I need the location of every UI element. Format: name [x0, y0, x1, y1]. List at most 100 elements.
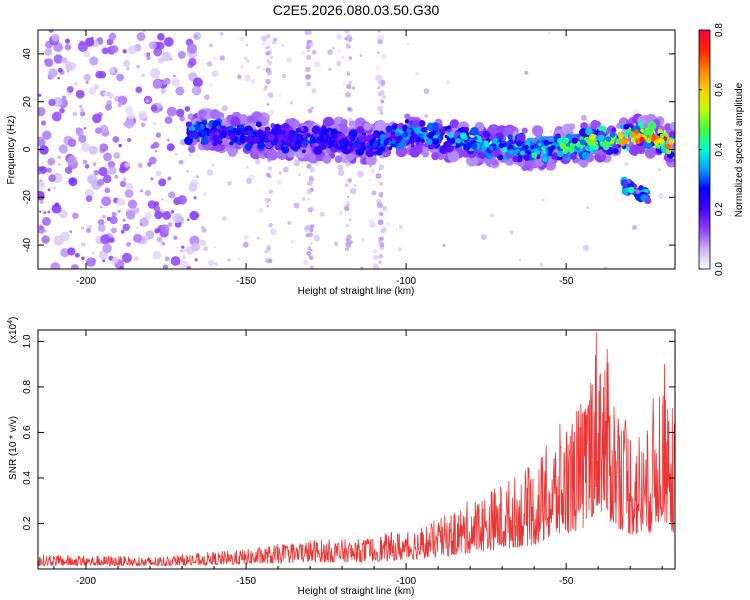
noise-speck [124, 118, 135, 129]
secondary-blob [638, 185, 644, 191]
streak-speck [377, 105, 384, 112]
band-blob [543, 145, 547, 149]
noise-speck [194, 34, 198, 39]
noise-speck [102, 47, 109, 55]
noise-speck [67, 155, 77, 166]
noise-speck [239, 36, 245, 42]
band-blob [365, 154, 377, 166]
noise-speck [59, 107, 65, 114]
streak-speck [344, 206, 350, 212]
band-blob [317, 135, 325, 143]
noise-speck [303, 259, 309, 266]
streak-speck [267, 69, 272, 75]
noise-speck [136, 64, 140, 69]
noise-speck [88, 87, 97, 95]
band-blob [313, 138, 317, 143]
band-blob [363, 122, 372, 131]
band-blob [463, 126, 469, 133]
band-blob [211, 126, 217, 131]
streak-speck [265, 51, 270, 56]
noise-speck [379, 246, 385, 251]
band-blob [267, 133, 275, 141]
noise-speck [48, 30, 54, 33]
noise-speck [173, 235, 178, 240]
noise-speck [539, 263, 544, 267]
noise-speck [580, 114, 587, 121]
noise-speck [195, 175, 199, 179]
noise-speck [109, 237, 115, 243]
noise-speck [397, 247, 402, 252]
colorbar-tick-label: 0.0 [714, 262, 725, 276]
noise-speck [171, 77, 181, 87]
noise-speck [336, 61, 342, 67]
noise-speck [293, 159, 301, 167]
noise-speck [245, 177, 253, 185]
noise-speck [82, 159, 88, 165]
band-blob [404, 119, 410, 124]
streak-speck [348, 80, 352, 85]
noise-speck [38, 136, 45, 146]
noise-speck [261, 35, 267, 42]
noise-speck [378, 164, 385, 170]
noise-speck [51, 203, 62, 214]
streak-speck [345, 43, 349, 47]
band-blob [557, 150, 564, 158]
streak-speck [309, 166, 316, 173]
noise-speck [111, 256, 119, 264]
band-blob [198, 109, 207, 118]
snr-ylabel: SNR (10 * v/v) [8, 416, 19, 480]
noise-speck [156, 236, 163, 243]
band-blob [543, 139, 550, 146]
noise-speck [227, 181, 232, 186]
noise-speck [38, 180, 46, 190]
noise-speck [213, 56, 217, 61]
band-blob [292, 120, 300, 128]
noise-speck [64, 44, 72, 51]
band-blob [409, 146, 421, 158]
band-blob [390, 131, 395, 136]
band-blob [324, 134, 330, 139]
band-blob [482, 130, 490, 138]
x-tick-label: -100 [396, 576, 416, 587]
noise-speck [39, 166, 44, 172]
noise-speck [74, 252, 80, 258]
noise-speck [191, 242, 201, 252]
band-blob [589, 145, 595, 151]
noise-speck [216, 103, 219, 107]
band-blob [466, 155, 478, 167]
streak-speck [349, 240, 353, 244]
band-blob [657, 137, 665, 145]
streak-speck [310, 249, 313, 252]
noise-speck [293, 202, 300, 209]
band-blob [228, 125, 234, 131]
band-blob [431, 152, 440, 161]
noise-speck [93, 169, 100, 176]
noise-speck [289, 101, 294, 105]
noise-speck [278, 94, 282, 98]
streak-speck [309, 265, 314, 269]
band-blob [289, 129, 296, 136]
band-blob [371, 133, 378, 140]
noise-speck [122, 49, 127, 54]
noise-speck [110, 45, 119, 53]
snr-frame [37, 329, 676, 570]
noise-speck [269, 228, 277, 236]
streak-speck [307, 198, 310, 201]
band-blob [523, 154, 530, 161]
noise-speck [108, 93, 115, 100]
band-blob [599, 141, 604, 145]
noise-speck [313, 234, 321, 242]
band-blob [512, 155, 519, 162]
snr-xlabel: Height of straight line (km) [298, 586, 415, 597]
noise-speck [442, 243, 446, 247]
noise-speck [138, 110, 148, 120]
band-blob [666, 149, 672, 155]
streak-speck [309, 175, 313, 180]
noise-speck [657, 192, 665, 199]
noise-speck [181, 248, 186, 253]
noise-speck [193, 196, 197, 200]
noise-speck [152, 250, 162, 260]
streak-speck [346, 84, 352, 89]
noise-speck [154, 228, 160, 234]
noise-speck [113, 152, 121, 159]
